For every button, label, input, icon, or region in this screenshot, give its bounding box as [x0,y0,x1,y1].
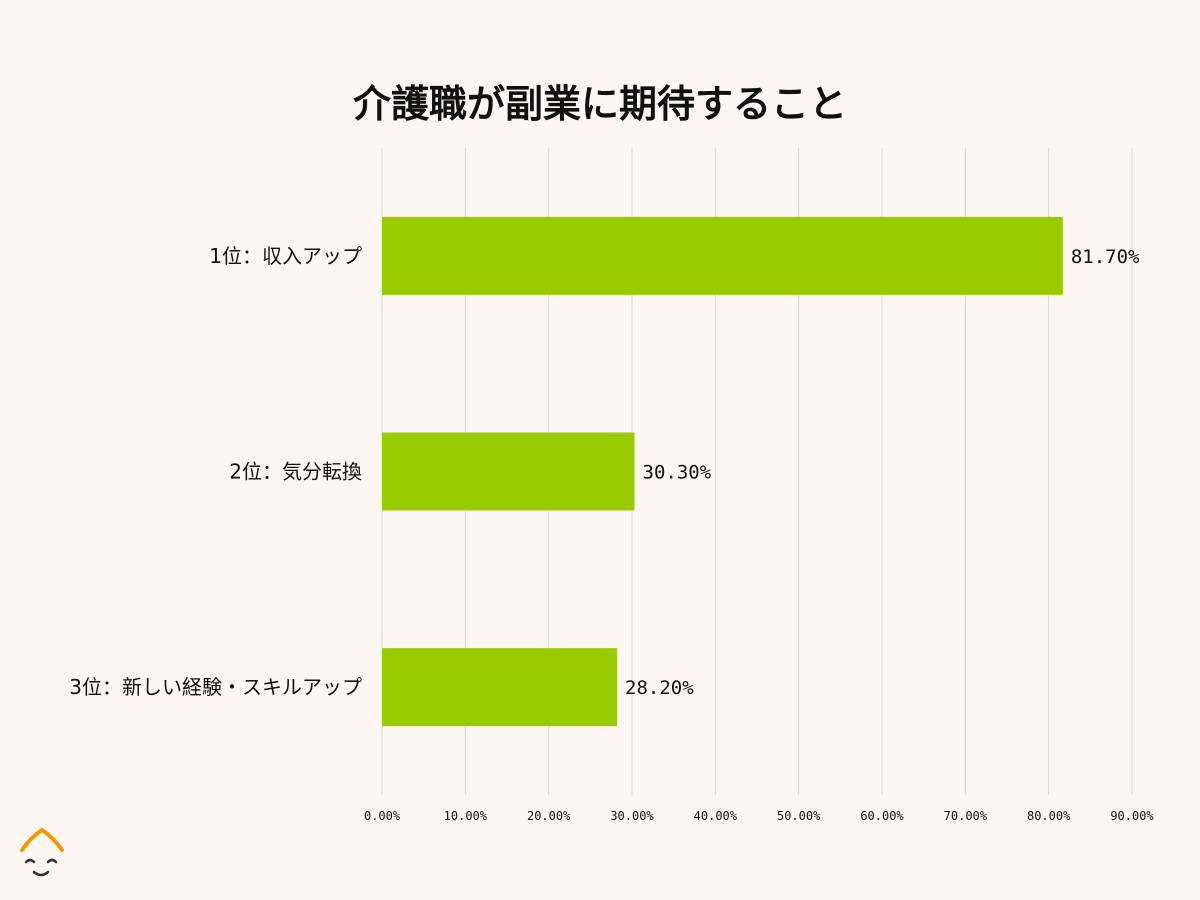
category-label: 2位：気分転換 [229,460,362,484]
data-label: 30.30% [643,462,712,484]
face-logo-icon [20,827,64,877]
x-tick-label: 90.00% [1110,809,1154,823]
data-label: 81.70% [1071,246,1140,268]
bar [382,216,1063,295]
bars [382,216,1063,727]
labels: 1位：収入アップ 81.70% 2位：気分転換 30.30% 3位：新しい経験・スキルア… [69,244,1140,699]
x-tick-label: 10.00% [444,809,488,823]
x-tick-label: 60.00% [860,809,904,823]
x-tick-label: 40.00% [694,809,738,823]
x-tick-label: 80.00% [1027,809,1071,823]
bar [382,648,617,727]
category-label: 1位：収入アップ [209,244,362,268]
bar [382,432,635,511]
x-tick-label: 50.00% [777,809,821,823]
x-axis-ticks: 0.00% 10.00% 20.00% 30.00% 40.00% 50.00% 60.00… [364,809,1155,823]
x-tick-label: 20.00% [527,809,571,823]
x-tick-label: 30.00% [610,809,654,823]
x-tick-label: 70.00% [944,809,988,823]
category-label: 3位：新しい経験・スキルアップ [69,675,362,699]
x-tick-label: 0.00% [364,809,401,823]
data-label: 28.20% [625,677,694,699]
chart-title: 介護職が副業に期待すること [353,82,847,126]
